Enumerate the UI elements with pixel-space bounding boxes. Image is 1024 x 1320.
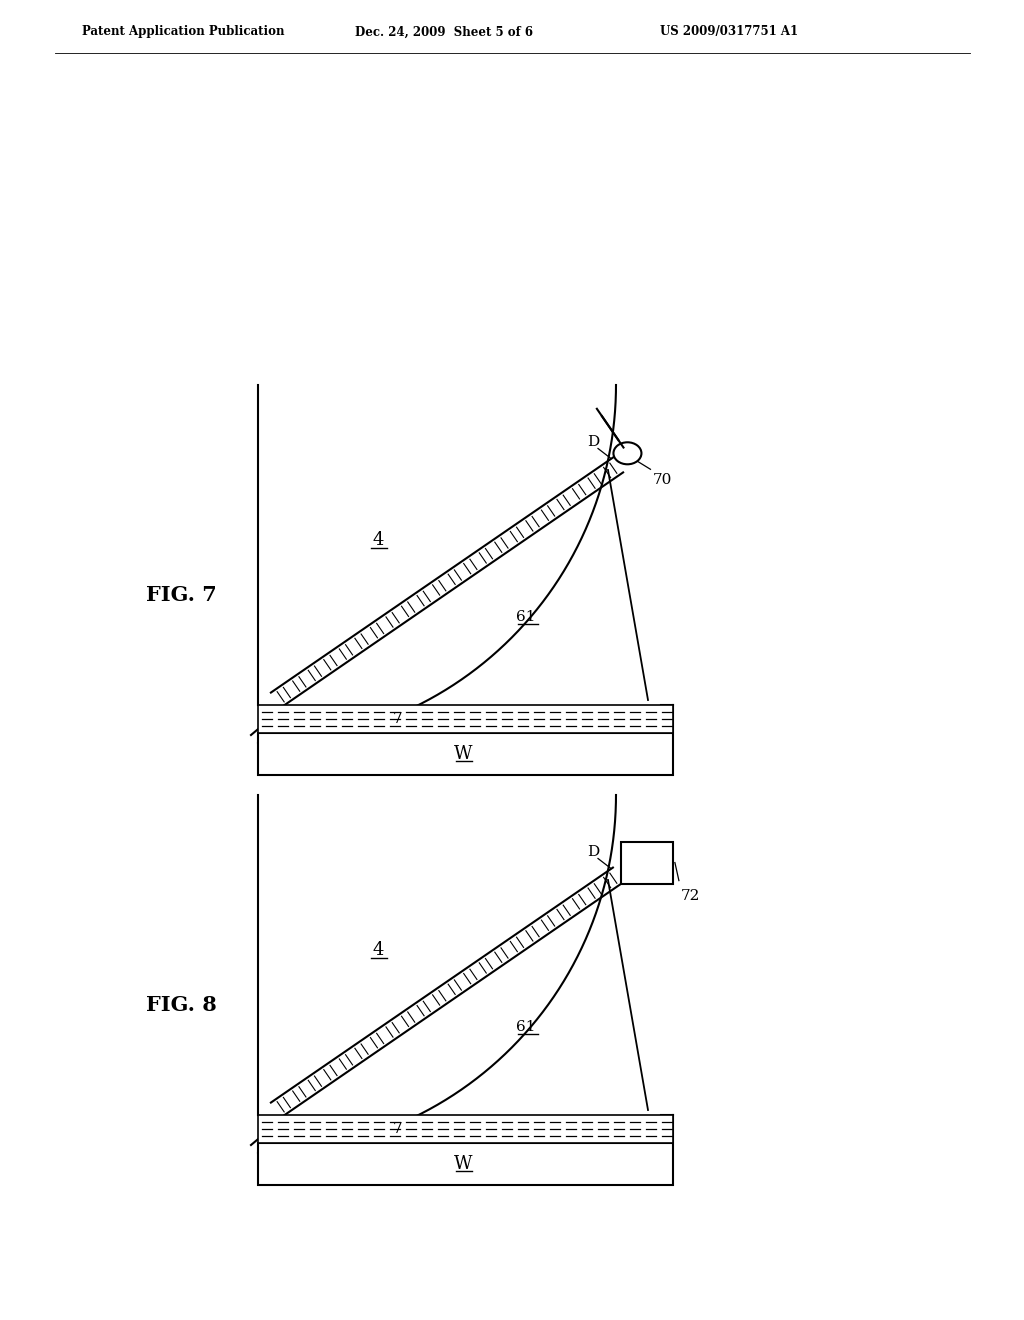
Text: 7: 7 bbox=[393, 711, 402, 726]
Text: D: D bbox=[587, 436, 599, 450]
Text: 72: 72 bbox=[681, 888, 700, 903]
Text: W: W bbox=[454, 744, 472, 763]
Text: Dec. 24, 2009  Sheet 5 of 6: Dec. 24, 2009 Sheet 5 of 6 bbox=[355, 25, 534, 38]
Text: D: D bbox=[587, 846, 599, 859]
Bar bbox=[258, 1115, 673, 1143]
Text: 70: 70 bbox=[652, 474, 672, 487]
Text: W: W bbox=[454, 1155, 472, 1173]
Text: 61: 61 bbox=[516, 610, 536, 624]
Text: US 2009/0317751 A1: US 2009/0317751 A1 bbox=[660, 25, 798, 38]
Text: 61: 61 bbox=[516, 1020, 536, 1034]
Bar bbox=[258, 705, 673, 733]
Text: Patent Application Publication: Patent Application Publication bbox=[82, 25, 285, 38]
Text: 4: 4 bbox=[373, 941, 384, 960]
Bar bbox=[258, 733, 673, 775]
Text: FIG. 7: FIG. 7 bbox=[146, 585, 217, 605]
Text: FIG. 8: FIG. 8 bbox=[146, 995, 217, 1015]
Ellipse shape bbox=[613, 442, 641, 465]
Text: 7: 7 bbox=[393, 1122, 402, 1137]
Text: 4: 4 bbox=[373, 531, 384, 549]
Bar bbox=[258, 1143, 673, 1185]
Bar bbox=[621, 842, 673, 883]
